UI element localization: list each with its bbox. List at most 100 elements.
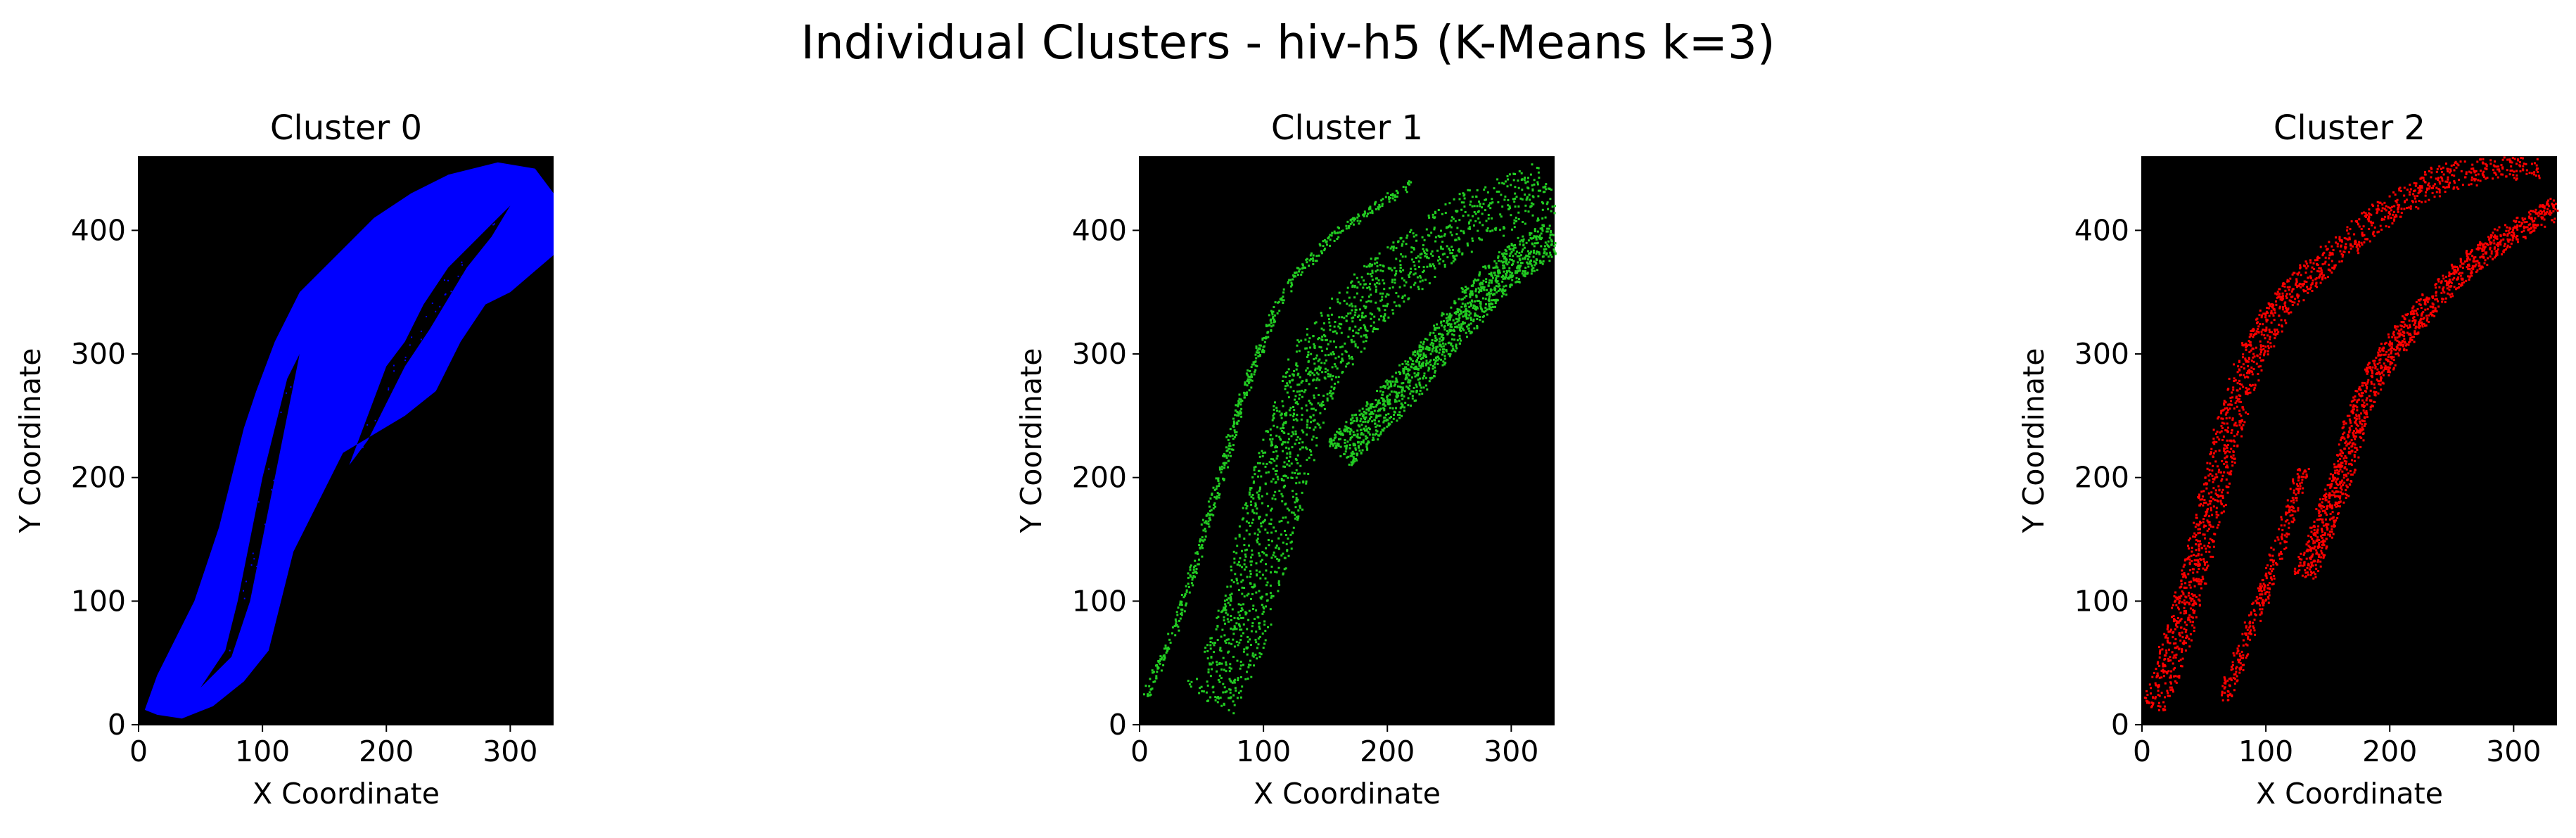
scatter-point [1315,260,1317,262]
scatter-point [1194,564,1197,567]
scatter-point [1272,458,1275,461]
scatter-point [2195,534,2198,537]
scatter-point [2210,496,2212,499]
scatter-point [2428,187,2430,190]
scatter-point [1330,443,1332,445]
scatter-point [2202,495,2205,498]
scatter-point [2150,701,2153,704]
scatter-point [2273,319,2276,322]
scatter-point [1539,189,1542,192]
scatter-point [1246,671,1248,673]
scatter-point [1266,531,1269,534]
scatter-point [1185,585,1187,588]
scatter-point [1177,626,1180,628]
scatter-point [1430,265,1432,267]
scatter-point [1251,494,1254,496]
scatter-point [2157,701,2160,704]
scatter-point [1238,393,1241,396]
scatter-point [2167,659,2170,662]
scatter-point [1289,285,1292,288]
scatter-point [1432,348,1434,350]
scatter-point [1457,249,1460,252]
scatter-point [1249,560,1252,563]
scatter-point [1458,334,1461,337]
scatter-point [2304,290,2307,292]
scatter-point [2181,631,2183,634]
scatter-point [1448,355,1451,357]
scatter-point [1274,555,1277,558]
scatter-point [1524,275,1526,278]
scatter-point [1542,186,1545,189]
scatter-point [1263,350,1265,353]
scatter-point [2146,701,2148,704]
scatter-point [1487,205,1490,208]
scatter-point [1460,208,1463,211]
scatter-point [1479,305,1482,307]
scatter-point [268,468,270,470]
scatter-point [1248,533,1251,535]
scatter-point [1156,666,1159,668]
scatter-point [1337,445,1340,447]
scatter-point [1320,346,1322,349]
scatter-point [2155,684,2157,687]
scatter-point [1508,173,1511,176]
scatter-point [1364,435,1367,438]
scatter-point [1360,350,1363,353]
scatter-point [1277,478,1280,481]
scatter-point [2200,587,2202,590]
scatter-point [1445,350,1448,353]
scatter-point [1306,426,1308,428]
scatter-point [2449,170,2452,172]
scatter-point [1361,407,1364,410]
scatter-point [1488,295,1491,298]
scatter-point [1405,374,1408,377]
scatter-point [1422,376,1424,379]
scatter-point [1194,559,1197,562]
scatter-point [1403,410,1405,412]
scatter-point [1243,391,1246,394]
scatter-point [1463,322,1466,324]
scatter-point [2450,164,2453,167]
scatter-point [2223,402,2225,405]
scatter-point [2278,288,2281,291]
scatter-point [1507,246,1510,248]
scatter-point [1510,184,1512,186]
scatter-point [1443,355,1446,357]
scatter-point [2223,510,2225,513]
scatter-point [2163,633,2166,635]
scatter-point [2314,278,2317,281]
scatter-point [2269,305,2271,307]
scatter-point [1524,204,1527,207]
scatter-point [2209,538,2212,540]
scatter-point [1413,235,1415,238]
scatter-point [1346,428,1348,431]
scatter-point [1537,189,1540,192]
scatter-point [1249,582,1251,585]
scatter-point [1179,617,1182,620]
scatter-point [2221,427,2224,429]
scatter-point [1526,272,1529,274]
scatter-point [2183,564,2186,566]
scatter-point [1482,279,1485,282]
scatter-point [1424,348,1427,350]
scatter-point [420,338,422,341]
scatter-point [2211,514,2214,516]
scatter-point [1356,436,1359,438]
scatter-point [1351,221,1353,224]
scatter-point [1204,647,1207,649]
scatter-point [2477,179,2480,182]
scatter-point [1295,516,1298,519]
scatter-point [1228,666,1231,669]
scatter-point [2192,577,2195,580]
scatter-point [1178,619,1180,622]
scatter-point [1280,478,1283,480]
scatter-point [1367,300,1370,303]
scatter-point [1433,265,1436,267]
scatter-point [1424,255,1427,258]
scatter-point [1149,678,1152,680]
scatter-point [1282,440,1284,443]
scatter-point [1484,186,1487,189]
scatter-point [1387,422,1390,425]
scatter-point [2193,630,2195,632]
scatter-point [2296,296,2299,299]
